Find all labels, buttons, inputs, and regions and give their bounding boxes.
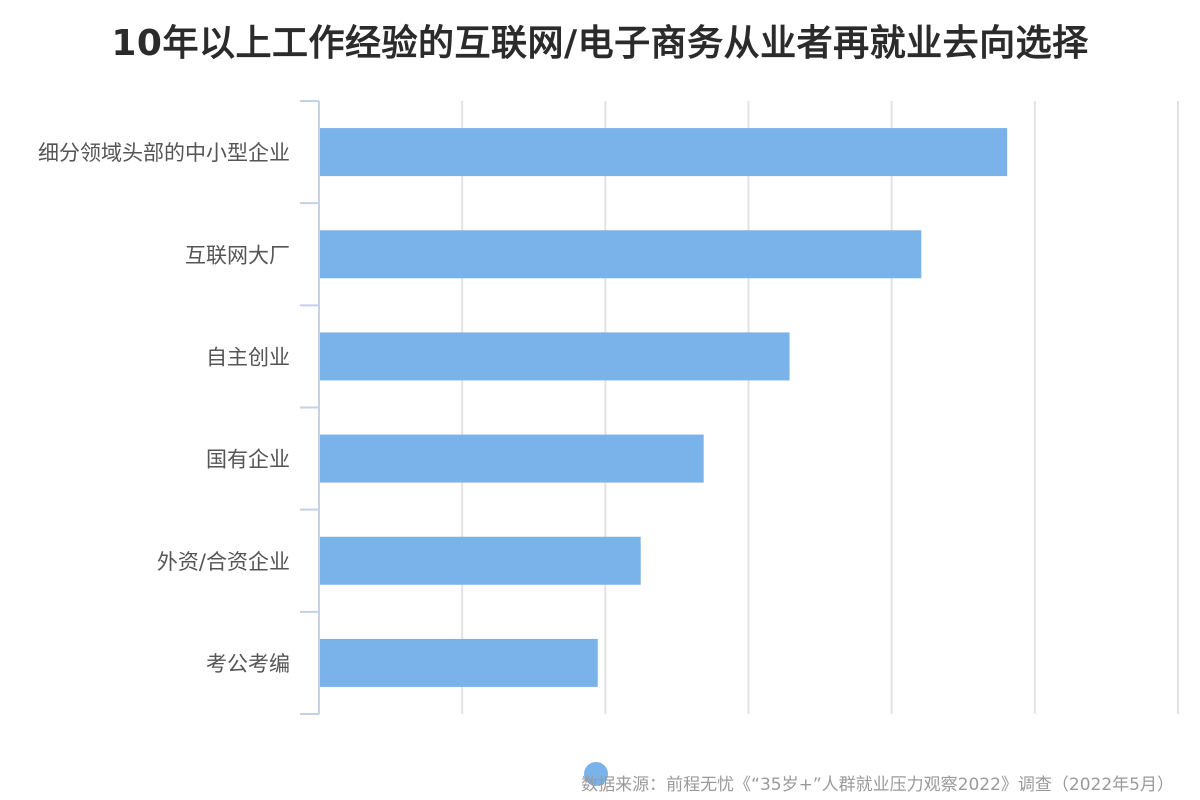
category-label: 自主创业 [206, 345, 290, 369]
category-label: 国有企业 [206, 448, 290, 472]
bar[interactable] [320, 434, 704, 483]
category-label: 互联网大厂 [185, 243, 290, 267]
category-label: 考公考编 [206, 652, 290, 676]
category-label: 外资/合资企业 [157, 550, 290, 574]
source-note: 数据来源：前程无忧《“35岁+”人群就业压力观察2022》调查（2022年5月） [581, 775, 1174, 795]
bar[interactable] [320, 638, 598, 687]
category-axis [300, 100, 320, 715]
bar[interactable] [320, 536, 641, 585]
bar[interactable] [320, 128, 1008, 177]
bar[interactable] [320, 332, 790, 381]
bars [320, 128, 1008, 687]
legend-marker[interactable] [584, 762, 608, 786]
grid-lines [461, 101, 1179, 714]
category-label: 细分领域头部的中小型企业 [38, 141, 290, 165]
chart-title: 10年以上工作经验的互联网/电子商务从业者再就业去向选择 [111, 23, 1089, 64]
bar[interactable] [320, 230, 922, 279]
